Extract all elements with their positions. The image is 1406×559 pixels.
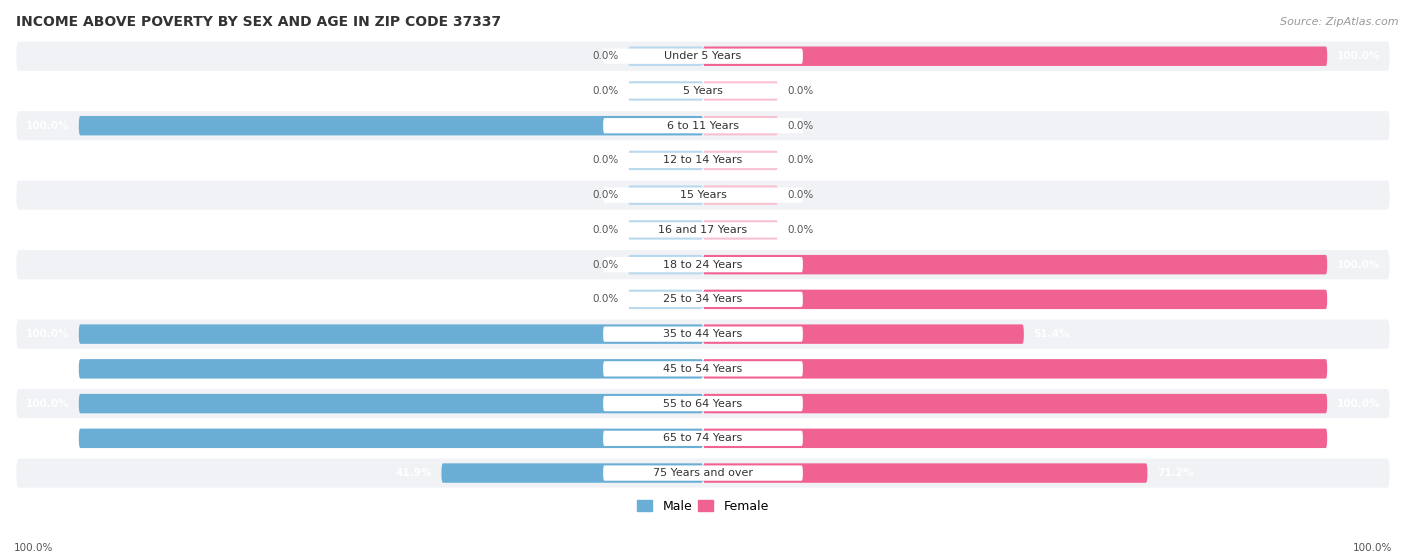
FancyBboxPatch shape xyxy=(703,186,778,205)
Text: 15 Years: 15 Years xyxy=(679,190,727,200)
Text: 0.0%: 0.0% xyxy=(592,259,619,269)
Text: 100.0%: 100.0% xyxy=(1337,259,1381,269)
FancyBboxPatch shape xyxy=(703,394,1327,413)
Text: 65 to 74 Years: 65 to 74 Years xyxy=(664,433,742,443)
FancyBboxPatch shape xyxy=(603,396,803,411)
Text: 51.4%: 51.4% xyxy=(1033,329,1070,339)
FancyBboxPatch shape xyxy=(703,81,778,101)
Text: 0.0%: 0.0% xyxy=(592,155,619,165)
FancyBboxPatch shape xyxy=(603,153,803,168)
Text: 75 Years and over: 75 Years and over xyxy=(652,468,754,478)
FancyBboxPatch shape xyxy=(603,430,803,446)
FancyBboxPatch shape xyxy=(628,255,703,274)
Text: 100.0%: 100.0% xyxy=(25,364,69,374)
Text: 35 to 44 Years: 35 to 44 Years xyxy=(664,329,742,339)
FancyBboxPatch shape xyxy=(441,463,703,483)
FancyBboxPatch shape xyxy=(703,220,778,240)
Text: 0.0%: 0.0% xyxy=(787,190,814,200)
Text: 71.2%: 71.2% xyxy=(1157,468,1194,478)
FancyBboxPatch shape xyxy=(628,220,703,240)
FancyBboxPatch shape xyxy=(17,41,1389,71)
Text: 100.0%: 100.0% xyxy=(25,399,69,409)
Text: 0.0%: 0.0% xyxy=(592,51,619,61)
FancyBboxPatch shape xyxy=(17,354,1389,383)
FancyBboxPatch shape xyxy=(17,111,1389,140)
FancyBboxPatch shape xyxy=(603,326,803,342)
Text: 45 to 54 Years: 45 to 54 Years xyxy=(664,364,742,374)
Text: Source: ZipAtlas.com: Source: ZipAtlas.com xyxy=(1281,17,1399,27)
Text: 0.0%: 0.0% xyxy=(592,86,619,96)
FancyBboxPatch shape xyxy=(79,359,703,378)
FancyBboxPatch shape xyxy=(703,429,1327,448)
FancyBboxPatch shape xyxy=(79,324,703,344)
Text: 41.9%: 41.9% xyxy=(396,468,432,478)
Text: 100.0%: 100.0% xyxy=(1337,51,1381,61)
Text: 100.0%: 100.0% xyxy=(1337,433,1381,443)
FancyBboxPatch shape xyxy=(79,394,703,413)
Text: 12 to 14 Years: 12 to 14 Years xyxy=(664,155,742,165)
FancyBboxPatch shape xyxy=(17,77,1389,106)
FancyBboxPatch shape xyxy=(703,255,1327,274)
FancyBboxPatch shape xyxy=(17,458,1389,487)
Text: 0.0%: 0.0% xyxy=(592,190,619,200)
FancyBboxPatch shape xyxy=(603,49,803,64)
FancyBboxPatch shape xyxy=(703,463,1147,483)
Text: 16 and 17 Years: 16 and 17 Years xyxy=(658,225,748,235)
FancyBboxPatch shape xyxy=(603,187,803,203)
FancyBboxPatch shape xyxy=(703,116,778,135)
Text: 0.0%: 0.0% xyxy=(592,225,619,235)
Text: 0.0%: 0.0% xyxy=(787,86,814,96)
FancyBboxPatch shape xyxy=(703,46,1327,66)
Text: 5 Years: 5 Years xyxy=(683,86,723,96)
FancyBboxPatch shape xyxy=(703,151,778,170)
FancyBboxPatch shape xyxy=(17,389,1389,418)
FancyBboxPatch shape xyxy=(79,116,703,135)
FancyBboxPatch shape xyxy=(17,250,1389,280)
Text: 18 to 24 Years: 18 to 24 Years xyxy=(664,259,742,269)
FancyBboxPatch shape xyxy=(603,361,803,377)
Text: 100.0%: 100.0% xyxy=(14,543,53,553)
FancyBboxPatch shape xyxy=(603,292,803,307)
Text: Under 5 Years: Under 5 Years xyxy=(665,51,741,61)
Text: 0.0%: 0.0% xyxy=(787,225,814,235)
FancyBboxPatch shape xyxy=(703,359,1327,378)
FancyBboxPatch shape xyxy=(79,429,703,448)
FancyBboxPatch shape xyxy=(603,257,803,272)
Text: 100.0%: 100.0% xyxy=(25,121,69,131)
Text: 100.0%: 100.0% xyxy=(25,433,69,443)
Text: 6 to 11 Years: 6 to 11 Years xyxy=(666,121,740,131)
FancyBboxPatch shape xyxy=(628,81,703,101)
FancyBboxPatch shape xyxy=(603,222,803,238)
Text: 100.0%: 100.0% xyxy=(25,329,69,339)
Text: 100.0%: 100.0% xyxy=(1337,399,1381,409)
FancyBboxPatch shape xyxy=(17,215,1389,244)
FancyBboxPatch shape xyxy=(703,324,1024,344)
FancyBboxPatch shape xyxy=(628,151,703,170)
Text: 0.0%: 0.0% xyxy=(592,295,619,305)
Text: 0.0%: 0.0% xyxy=(787,155,814,165)
FancyBboxPatch shape xyxy=(603,83,803,98)
FancyBboxPatch shape xyxy=(603,118,803,134)
FancyBboxPatch shape xyxy=(17,320,1389,349)
FancyBboxPatch shape xyxy=(603,466,803,481)
FancyBboxPatch shape xyxy=(628,186,703,205)
FancyBboxPatch shape xyxy=(628,290,703,309)
FancyBboxPatch shape xyxy=(17,146,1389,175)
FancyBboxPatch shape xyxy=(17,424,1389,453)
Text: 100.0%: 100.0% xyxy=(1353,543,1392,553)
Text: INCOME ABOVE POVERTY BY SEX AND AGE IN ZIP CODE 37337: INCOME ABOVE POVERTY BY SEX AND AGE IN Z… xyxy=(17,15,502,29)
Text: 0.0%: 0.0% xyxy=(787,121,814,131)
FancyBboxPatch shape xyxy=(628,46,703,66)
FancyBboxPatch shape xyxy=(703,290,1327,309)
Text: 100.0%: 100.0% xyxy=(1337,295,1381,305)
Text: 100.0%: 100.0% xyxy=(1337,364,1381,374)
FancyBboxPatch shape xyxy=(17,181,1389,210)
Text: 55 to 64 Years: 55 to 64 Years xyxy=(664,399,742,409)
FancyBboxPatch shape xyxy=(17,285,1389,314)
Legend: Male, Female: Male, Female xyxy=(633,495,773,518)
Text: 25 to 34 Years: 25 to 34 Years xyxy=(664,295,742,305)
